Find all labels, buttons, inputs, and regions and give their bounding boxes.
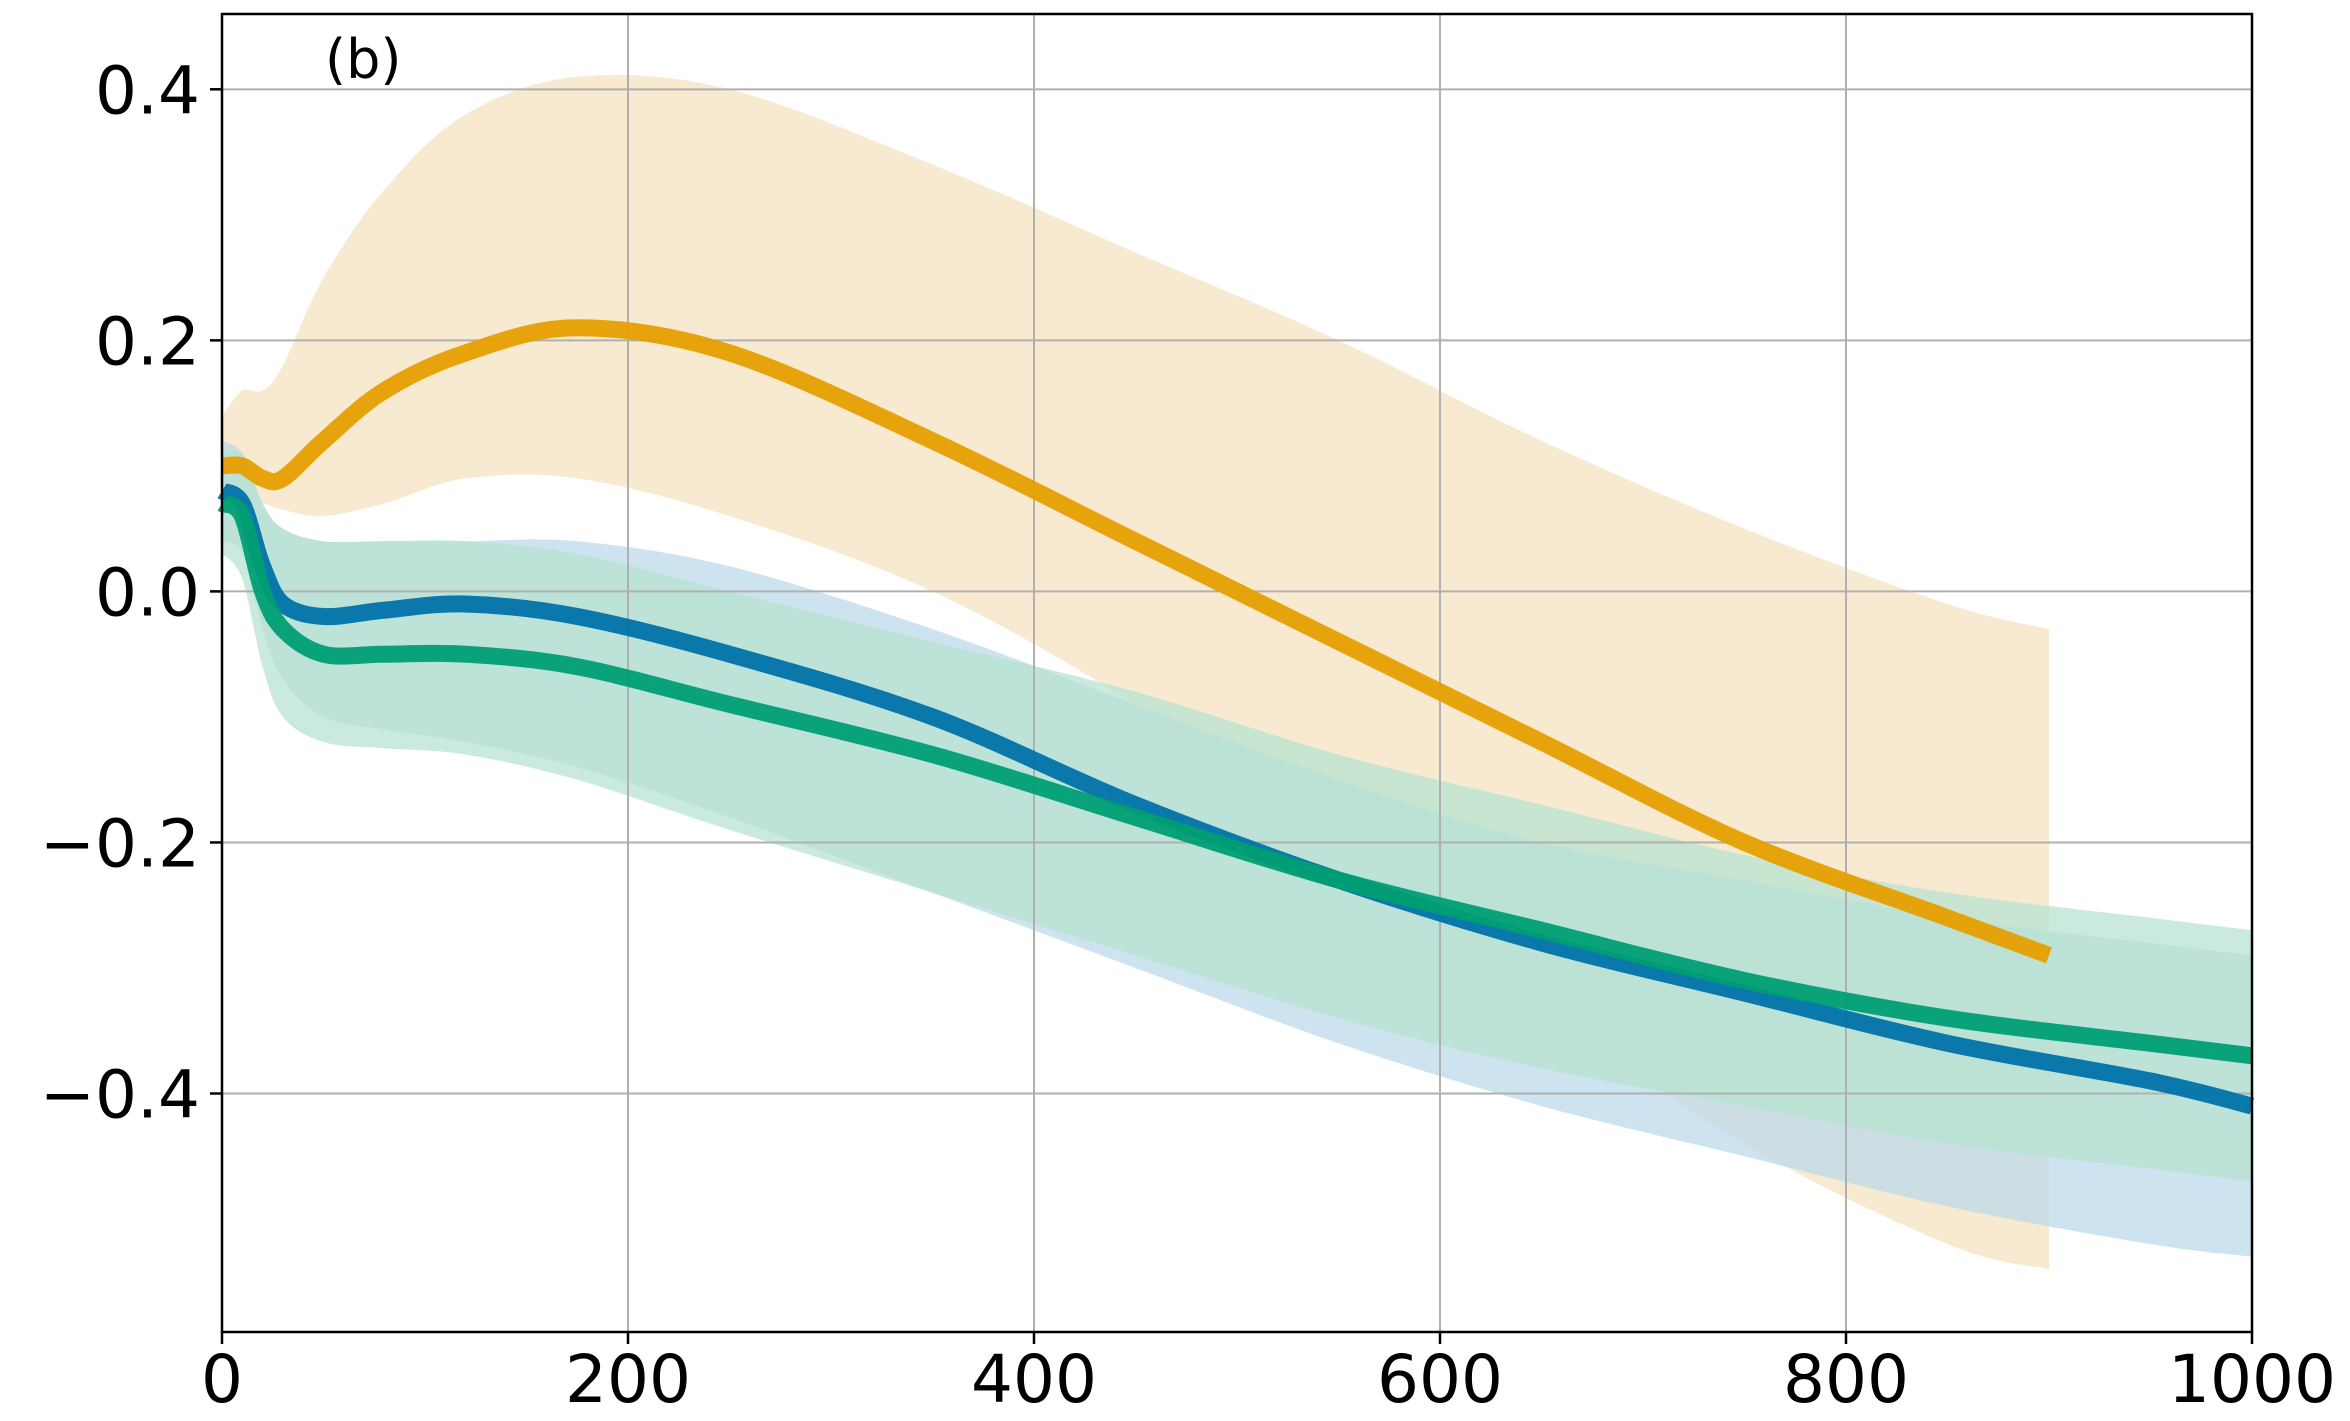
axes-frame <box>220 12 2254 1334</box>
panel-label: (b) <box>325 28 401 91</box>
y-tick-label: −0.2 <box>40 805 200 882</box>
x-tick-label: 200 <box>565 1341 691 1417</box>
x-tick-label: 400 <box>971 1341 1097 1417</box>
axes <box>210 12 2254 1344</box>
x-tick-label: 600 <box>1377 1341 1503 1417</box>
y-tick-label: −0.4 <box>40 1057 200 1134</box>
y-tick-label: 0.0 <box>95 554 200 631</box>
x-tick-label: 800 <box>1783 1341 1909 1417</box>
x-tick-label: 0 <box>201 1341 243 1417</box>
series-line-3 <box>217 495 2253 1065</box>
y-tick-label: 0.4 <box>95 52 200 129</box>
tick-labels: 0 200 400 600 800 1000 0.4 0.2 0.0 −0.2 −0.4 <box>40 52 2336 1418</box>
series-line-2 <box>217 483 2255 1115</box>
series-line-1 <box>221 319 2052 964</box>
x-tick-label: 1000 <box>2168 1341 2336 1417</box>
series-lines <box>217 319 2255 1115</box>
y-tick-label: 0.2 <box>95 303 200 380</box>
